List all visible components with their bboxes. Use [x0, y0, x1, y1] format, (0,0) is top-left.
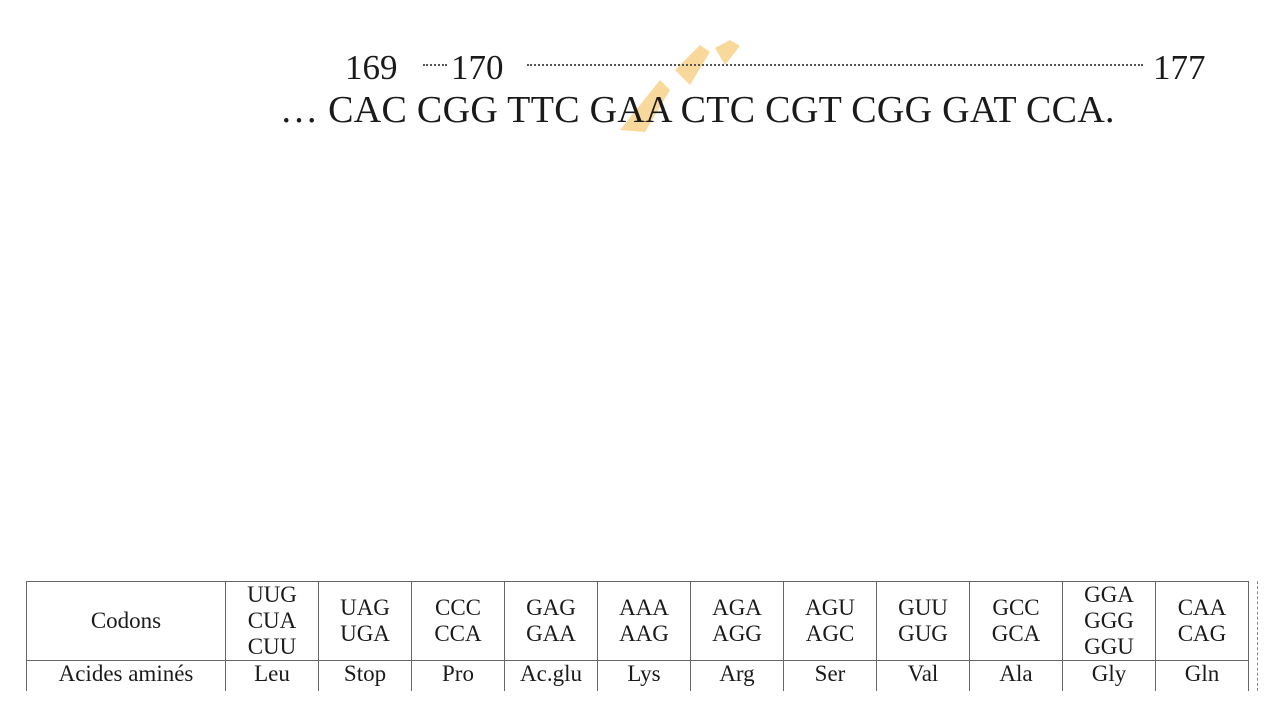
codon: UUG [247, 582, 297, 607]
row-header-codons: Codons [26, 581, 226, 661]
codon-cell: GUU GUG [876, 581, 970, 661]
codon-cell: AAA AAG [597, 581, 691, 661]
codon: CAG [1177, 621, 1227, 646]
amino-acid-cell: Ala [969, 660, 1063, 691]
codon: CUA [247, 608, 297, 633]
codons-row: Codons UUG CUA CUU UAG UGA CCC CCA GAG GAA AAA AAG… [26, 581, 1249, 661]
codon: GGG [1084, 608, 1134, 633]
amino-acid-cell: Lys [597, 660, 691, 691]
codon: UGA [340, 621, 390, 646]
dotted-leader [423, 64, 447, 66]
dna-sequence: … CAC CGG TTC GAA CTC CGT CGG GAT CCA. [280, 89, 1115, 131]
codon: CAA [1177, 595, 1227, 620]
position-177: 177 [1153, 48, 1206, 87]
dotted-leader [527, 64, 1143, 66]
codon-cell: CCC CCA [411, 581, 505, 661]
codon-cell: CAA CAG [1155, 581, 1249, 661]
codon-cell: GAG GAA [504, 581, 598, 661]
amino-acid-cell: Arg [690, 660, 784, 691]
amino-acid-cell: Ac.glu [504, 660, 598, 691]
codon: GUG [898, 621, 948, 646]
amino-acids-row: Acides aminés Leu Stop Pro Ac.glu Lys Arg Ser V… [26, 660, 1249, 691]
codon: AAA [619, 595, 669, 620]
amino-acid-cell: Leu [225, 660, 319, 691]
codon: CCA [434, 621, 482, 646]
codon: AAG [619, 621, 669, 646]
codon: GUU [898, 595, 948, 620]
codon: GGU [1084, 634, 1134, 659]
codon-cell: GGA GGG GGU [1062, 581, 1156, 661]
codon-cell: UUG CUA CUU [225, 581, 319, 661]
position-numbers: 169 170 177 [345, 48, 1220, 88]
amino-acid-cell: Stop [318, 660, 412, 691]
position-169: 169 [345, 48, 398, 87]
codon: CUU [247, 634, 297, 659]
codon-cell: AGU AGC [783, 581, 877, 661]
codon: GCC [992, 595, 1040, 620]
watermark-logo [620, 40, 740, 132]
codon: AGG [712, 621, 762, 646]
codon: UAG [340, 595, 390, 620]
amino-acid-cell: Gly [1062, 660, 1156, 691]
amino-acid-cell: Pro [411, 660, 505, 691]
amino-acid-cell: Val [876, 660, 970, 691]
codon: AGU [805, 595, 855, 620]
codon: AGA [712, 595, 762, 620]
codon-cell: UAG UGA [318, 581, 412, 661]
codon: GAA [526, 621, 576, 646]
codon: GAG [526, 595, 576, 620]
table-edge-dashed [1257, 581, 1258, 691]
codon: GGA [1084, 582, 1134, 607]
amino-acid-cell: Ser [783, 660, 877, 691]
row-header-amino-acids: Acides aminés [26, 660, 226, 691]
codon-cell: GCC GCA [969, 581, 1063, 661]
genetic-code-table: Codons UUG CUA CUU UAG UGA CCC CCA GAG GAA AAA AAG… [26, 581, 1249, 691]
codon: AGC [805, 621, 855, 646]
codon-cell: AGA AGG [690, 581, 784, 661]
position-170: 170 [451, 48, 504, 87]
codon: GCA [991, 621, 1041, 646]
amino-acid-cell: Gln [1155, 660, 1249, 691]
codon: CCC [434, 595, 482, 620]
